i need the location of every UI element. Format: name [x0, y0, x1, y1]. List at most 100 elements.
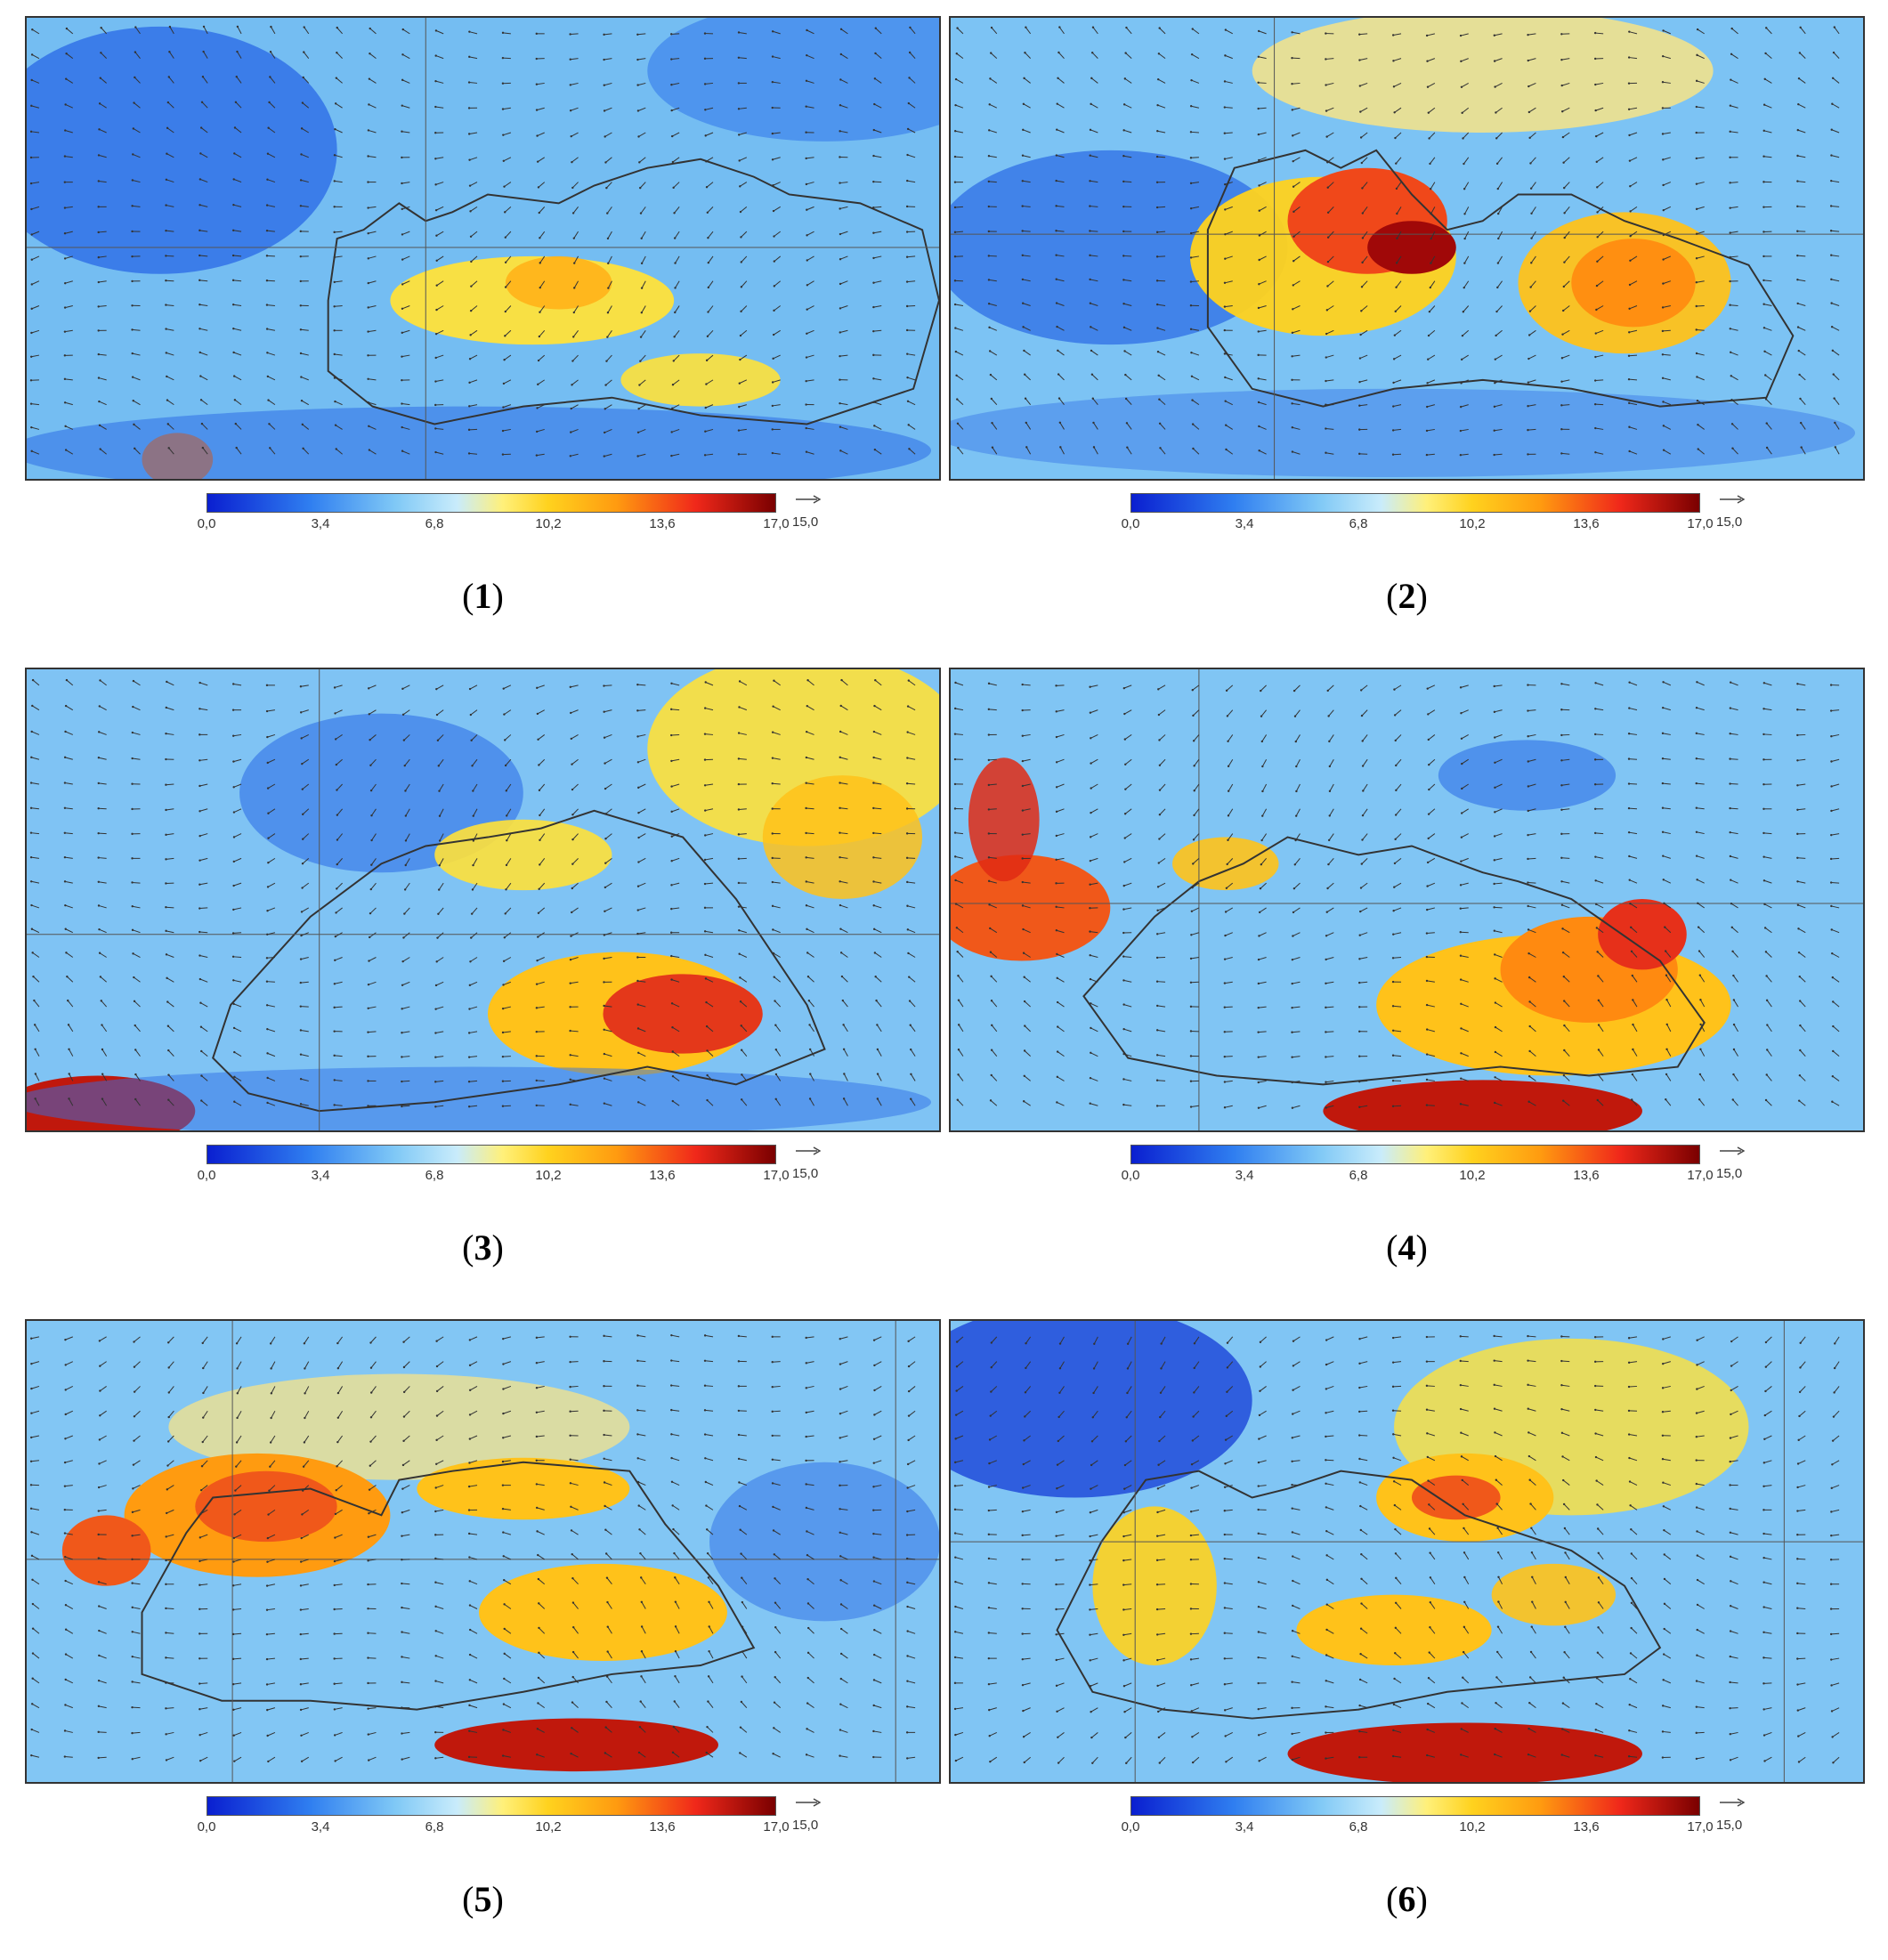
wind-vector-head [1527, 735, 1528, 737]
wind-vector-head [604, 384, 606, 385]
wind-vector-head [604, 135, 605, 137]
wind-vector-head [603, 1385, 604, 1387]
wind-vector-head [502, 1729, 504, 1730]
wind-vector-head [65, 1364, 67, 1365]
wind-vector-head [199, 279, 200, 281]
wind-vector-head [1124, 837, 1126, 838]
wind-vector-head [906, 1655, 908, 1656]
wind-vector [233, 933, 241, 934]
wind-vector-head [1392, 934, 1394, 935]
wind-vector-head [336, 77, 337, 78]
wind-vector-head [300, 1735, 302, 1737]
map-canvas [951, 669, 1863, 1130]
wind-vector-head [1192, 715, 1194, 717]
wind-vector-head [1830, 154, 1832, 156]
wind-vector-head [503, 359, 505, 360]
wind-vector-head [988, 683, 990, 684]
wind-vector-head [1125, 27, 1127, 28]
wind-vector-head [1594, 58, 1596, 60]
wind-vector-head [839, 104, 841, 106]
wind-vector-head [1392, 1005, 1394, 1007]
wind-vector-head [199, 682, 200, 684]
wind-vector-head [469, 1365, 471, 1366]
wind-vector-head [1594, 356, 1596, 358]
wind-vector-head [1594, 708, 1596, 709]
wind-vector-head [131, 1732, 133, 1734]
wind-vector-head [1122, 129, 1124, 131]
wind-vector-head [435, 1655, 437, 1656]
wind-vector-head [738, 1385, 740, 1387]
wind-vector-head [98, 881, 100, 883]
wind-vector-head [670, 1334, 672, 1336]
wind-vector-head [435, 1340, 437, 1342]
wind-vector-head [639, 187, 641, 189]
wind-vector-head [673, 360, 675, 361]
wind-vector-head [906, 377, 908, 378]
wind-vector-head [1358, 1338, 1360, 1340]
wind-vector-head [369, 1488, 370, 1490]
wind-vector-head [367, 1682, 369, 1684]
wind-vector-head [469, 334, 471, 336]
wind-vector-head [1594, 109, 1596, 111]
wind-vector-head [1022, 279, 1024, 280]
wind-vector-head [1358, 1081, 1360, 1082]
wind-vector-head [1696, 1340, 1698, 1341]
wind-vector-head [1766, 1024, 1768, 1025]
vector-reference-label: 15,0 [1716, 514, 1742, 530]
wind-vector-head [1156, 1029, 1158, 1031]
wind-vector-head [1226, 690, 1228, 692]
wind-vector-head [1529, 162, 1531, 164]
wind-vector-head [806, 904, 807, 906]
wind-vector-head [1628, 1337, 1630, 1339]
wind-vector-head [988, 808, 990, 810]
wind-vector-head [401, 332, 403, 334]
wind-vector-head [367, 1105, 369, 1106]
wind-vector-head [368, 103, 369, 105]
wind-vector-head [1056, 953, 1057, 955]
colorbar [207, 1796, 776, 1816]
wind-vector-head [1463, 311, 1464, 312]
wind-vector-head [670, 785, 672, 787]
wind-vector-head [1461, 837, 1463, 838]
wind-vector-head [1628, 831, 1630, 833]
wind-vector-head [806, 308, 807, 310]
wind-vector-head [201, 423, 203, 425]
wind-vector-head [64, 1462, 66, 1463]
wind-vector-head [739, 680, 741, 682]
wind-vector-head [1156, 130, 1158, 132]
wind-vector-head [134, 1049, 136, 1050]
wind-vector-head [165, 1707, 166, 1709]
wind-vector-head [1495, 111, 1496, 113]
wind-vector-head [954, 255, 956, 257]
wind-vector-head [1527, 1101, 1529, 1103]
wind-vector-head [704, 1457, 706, 1459]
wind-vector-head [233, 152, 235, 154]
colorbar-tick: 0,0 [1122, 516, 1140, 531]
wind-vector-head [954, 783, 956, 785]
wind-vector-head [606, 1576, 608, 1578]
wind-vector-head [236, 1342, 238, 1344]
wind-vector-head [1529, 310, 1531, 312]
wind-vector-head [502, 1338, 504, 1340]
wind-vector-head [1427, 713, 1429, 715]
wind-vector-head [1291, 57, 1292, 59]
wind-vector-head [1257, 1031, 1259, 1033]
wind-vector-head [1428, 739, 1430, 741]
wind-vector-head [670, 683, 672, 684]
wind-vector-head [1122, 955, 1124, 957]
wind-vector-head [1294, 863, 1296, 865]
wind-vector-head [266, 179, 268, 181]
wind-vector-head [267, 376, 269, 377]
wind-vector-head [1190, 1030, 1192, 1032]
wind-vector-head [1058, 397, 1060, 399]
wind-vector-head [301, 1513, 303, 1515]
wind-vector-head [133, 680, 134, 682]
wind-vector-head [1527, 905, 1528, 907]
wind-vector-head [1194, 1342, 1195, 1344]
wind-vector-head [1527, 405, 1528, 407]
wind-vector-head [873, 425, 875, 426]
wind-vector-head [873, 1580, 875, 1582]
wind-vector-head [536, 1412, 538, 1413]
wind-vector-head [536, 1460, 538, 1462]
wind-vector-head [1127, 1343, 1129, 1345]
